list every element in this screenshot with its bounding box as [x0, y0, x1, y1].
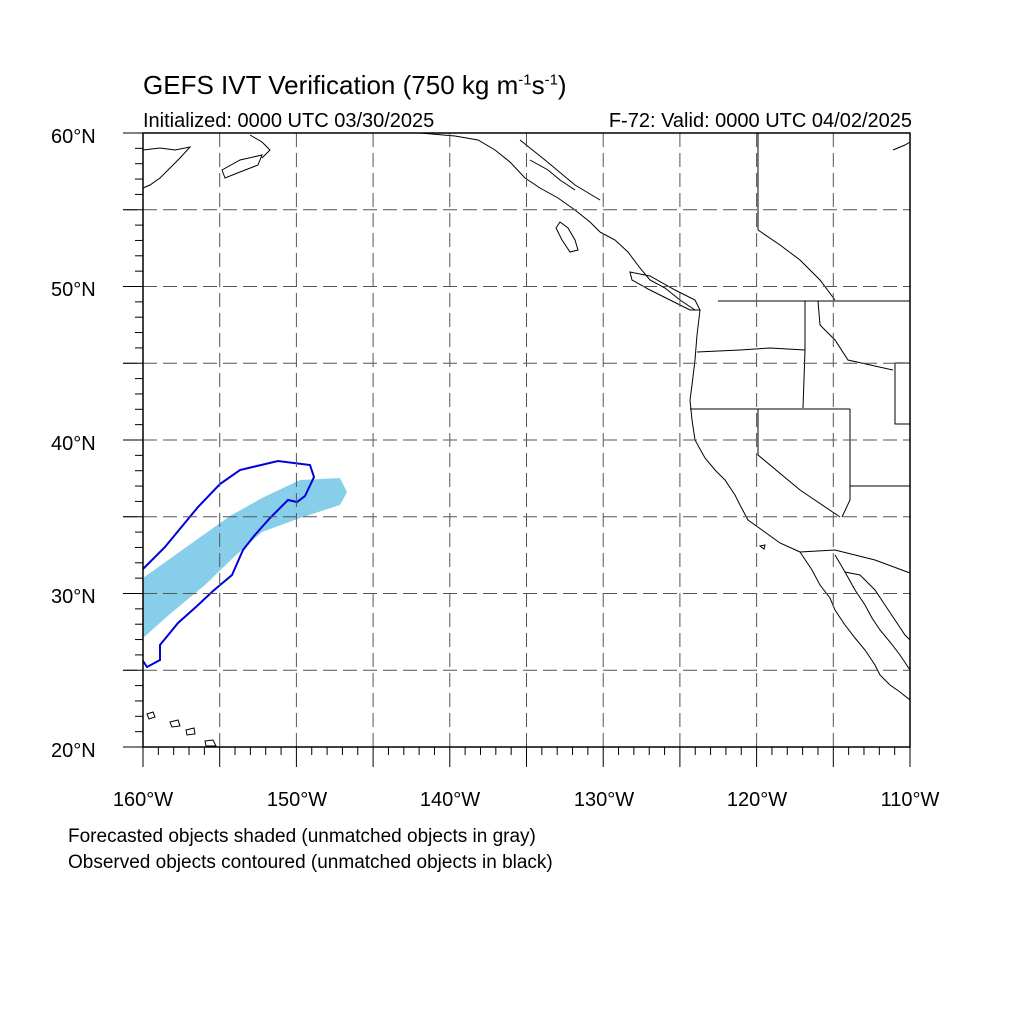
observed-legend-note: Observed objects contoured (unmatched ob…	[68, 852, 553, 873]
northeast-coast-fragment	[892, 141, 911, 151]
alaska-canada-border	[519, 139, 601, 201]
hawaii-island-2	[169, 719, 181, 728]
kodiak-coast	[221, 154, 263, 179]
forecast-legend-note: Forecasted objects shaded (unmatched obj…	[68, 826, 536, 847]
forecast-object	[143, 478, 347, 638]
gulf-of-alaska-coast	[305, 132, 601, 233]
cook-inlet-coast	[249, 134, 271, 159]
alaska-peninsula-coast	[142, 146, 192, 189]
baja-california-coast	[799, 551, 881, 676]
lat-label-30: 30°N	[51, 586, 96, 608]
us-west-coast	[689, 309, 801, 553]
haida-gwaii-coast	[555, 221, 579, 253]
vancouver-island-coast	[629, 271, 701, 311]
mexico-pacific-coast	[879, 674, 911, 701]
valid-label: F-72: Valid: 0000 UTC 04/02/2025	[608, 110, 912, 132]
political-boundaries	[519, 133, 911, 574]
initialized-label: Initialized: 0000 UTC 03/30/2025	[143, 110, 435, 132]
lon-label-150w: 150°W	[267, 789, 327, 811]
observed-object-contour	[142, 459, 316, 669]
idaho-west-border	[802, 301, 806, 409]
lon-label-130w: 130°W	[574, 789, 634, 811]
lon-label-160w: 160°W	[113, 789, 173, 811]
california-nevada-border	[757, 409, 841, 518]
lon-label-120w: 120°W	[727, 789, 787, 811]
wyoming-border	[894, 362, 911, 425]
baja-gulf-coast	[834, 554, 911, 671]
alberta-bc-border	[757, 229, 836, 301]
lat-label-20: 20°N	[51, 740, 96, 762]
lat-label-40: 40°N	[51, 433, 96, 455]
interior-alaska-border	[529, 159, 576, 191]
graticule	[123, 133, 910, 747]
map-title: GEFS IVT Verification (750 kg m-1s-1)	[143, 70, 567, 100]
map-frame	[123, 132, 911, 767]
canadian-coast	[599, 231, 696, 311]
montana-idaho-border	[817, 300, 894, 371]
mexico-mainland-coast	[844, 571, 911, 641]
lat-label-50: 50°N	[51, 279, 96, 301]
nevada-utah-border	[841, 409, 851, 518]
hawaii-island-4	[204, 739, 217, 747]
lon-label-110w: 110°W	[881, 789, 940, 811]
channel-islands	[758, 544, 766, 550]
hawaii-island-1	[146, 711, 156, 720]
lat-label-60: 60°N	[51, 126, 96, 148]
washington-oregon-border	[696, 347, 806, 353]
mexico-border	[799, 549, 911, 574]
hawaii-island-3	[185, 727, 196, 736]
coastlines	[142, 132, 911, 747]
lon-label-140w: 140°W	[420, 789, 480, 811]
